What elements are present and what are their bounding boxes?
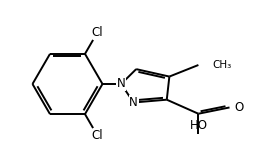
Text: HO: HO — [189, 119, 208, 132]
Text: N: N — [117, 77, 125, 91]
Text: Cl: Cl — [91, 129, 103, 142]
Text: CH₃: CH₃ — [213, 60, 232, 70]
Text: O: O — [235, 101, 244, 114]
Text: Cl: Cl — [91, 26, 103, 39]
Text: N: N — [129, 96, 138, 109]
